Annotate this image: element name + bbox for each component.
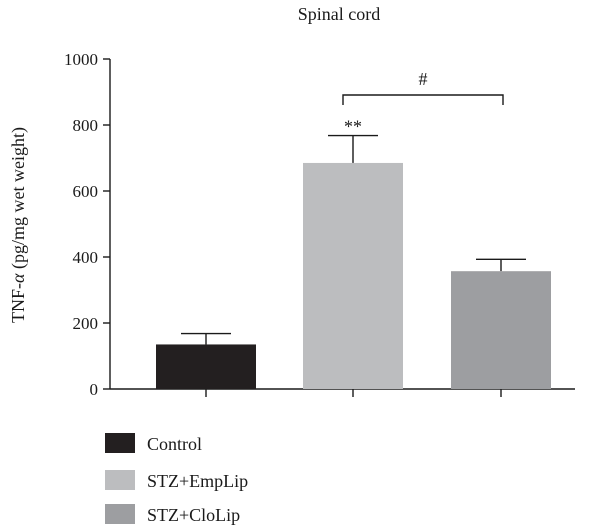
bar-control <box>156 344 256 389</box>
comparison-bracket <box>342 94 504 105</box>
legend-swatch <box>105 433 135 453</box>
legend-label: STZ+EmpLip <box>147 471 248 491</box>
legend: Control STZ+EmpLip STZ+CloLip <box>105 433 248 525</box>
annotations: ** # <box>342 69 504 137</box>
bar-stz-emplip <box>303 162 403 389</box>
legend-swatch <box>105 504 135 524</box>
y-tick-label: 800 <box>73 116 99 135</box>
y-tick-label: 600 <box>73 182 99 201</box>
legend-label: STZ+CloLip <box>147 505 240 525</box>
significance-marker: ** <box>344 117 362 137</box>
legend-swatch <box>105 470 135 490</box>
y-tick-label: 400 <box>73 248 99 267</box>
legend-label: Control <box>147 434 202 454</box>
bars <box>156 134 551 389</box>
axes: 0 200 400 600 800 1000 <box>64 50 575 399</box>
chart-title: Spinal cord <box>298 4 381 24</box>
bar-stz-clolip <box>451 271 551 389</box>
y-tick-label: 200 <box>73 314 99 333</box>
y-axis-label: TNF-α (pg/mg wet weight) <box>8 127 29 323</box>
y-tick-label: 1000 <box>64 50 98 69</box>
comparison-marker: # <box>419 69 428 89</box>
y-tick-label: 0 <box>90 380 99 399</box>
